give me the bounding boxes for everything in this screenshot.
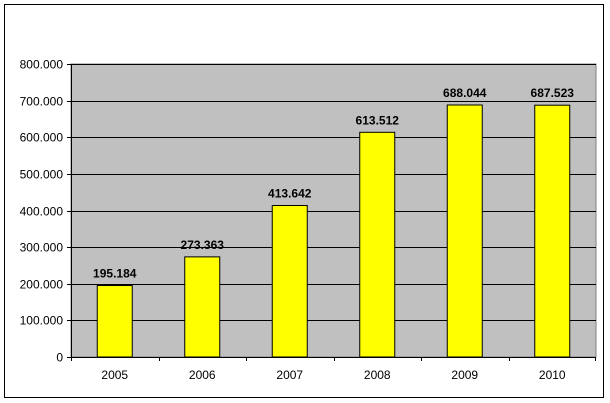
bar	[359, 131, 396, 358]
bar	[96, 285, 133, 358]
x-tick-label: 2006	[189, 368, 216, 382]
y-tick-label: 700.000	[20, 95, 64, 109]
data-label: 613.512	[356, 113, 400, 127]
y-tick-label: 300.000	[20, 241, 64, 255]
bar	[446, 104, 483, 358]
bar	[184, 256, 221, 358]
y-tick-label: 600.000	[20, 131, 64, 145]
bar	[534, 104, 571, 358]
y-axis: 0 100.000 200.000 300.000 400.000 500.000 600.…	[20, 58, 72, 365]
plot-area	[70, 63, 597, 358]
x-tick-label: 2005	[101, 368, 128, 382]
data-label: 688.044	[443, 86, 487, 100]
gridlines	[71, 64, 596, 321]
y-tick-label: 100.000	[20, 314, 64, 328]
data-label: 195.184	[93, 267, 137, 281]
x-axis: 2005 2006 2007 2008 2009 2010	[71, 357, 596, 382]
data-label: 687.523	[531, 86, 575, 100]
x-tick-label: 2010	[539, 368, 566, 382]
y-tick-label: 0	[56, 351, 63, 365]
bar	[271, 205, 308, 358]
y-tick-label: 800.000	[20, 58, 64, 72]
data-label: 413.642	[268, 187, 312, 201]
y-tick-label: 400.000	[20, 205, 64, 219]
x-tick-label: 2008	[364, 368, 391, 382]
data-labels: 195.184 273.363 413.642 613.512 688.044 687.5…	[93, 86, 574, 281]
data-label: 273.363	[181, 238, 225, 252]
bars	[96, 104, 571, 358]
x-tick-label: 2007	[276, 368, 303, 382]
x-tick-label: 2009	[451, 368, 478, 382]
y-tick-label: 200.000	[20, 278, 64, 292]
y-tick-label: 500.000	[20, 168, 64, 182]
